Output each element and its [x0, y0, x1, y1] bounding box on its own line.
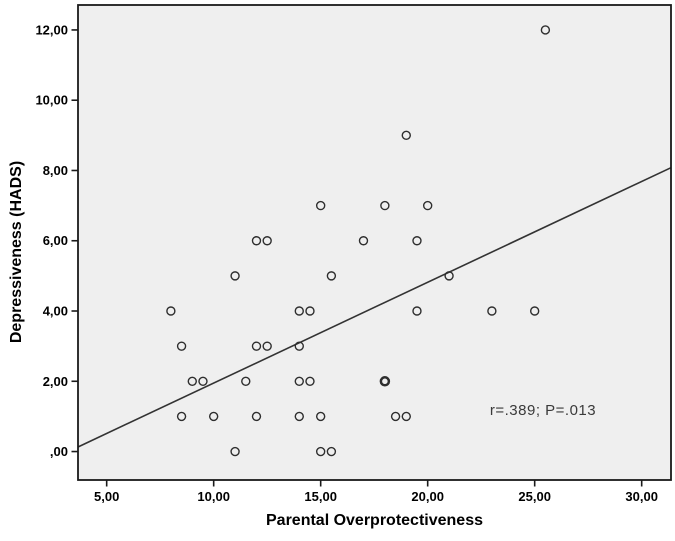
data-point: [315, 411, 326, 422]
data-point: [251, 411, 262, 422]
data-point: [198, 376, 208, 386]
data-point: [444, 271, 454, 281]
data-point: [305, 376, 315, 386]
data-point: [487, 306, 497, 316]
data-point: [412, 306, 422, 316]
data-point: [401, 130, 411, 141]
y-tick-label: 8,00: [43, 163, 68, 178]
data-point: [315, 200, 326, 211]
y-tick-label: 12,00: [35, 22, 68, 37]
y-tick-label: 2,00: [43, 374, 68, 389]
data-point: [358, 236, 369, 246]
data-point: [294, 306, 304, 316]
data-point: [294, 376, 304, 386]
data-point: [326, 446, 337, 457]
data-point: [187, 376, 197, 386]
x-tick-label: 15,00: [304, 489, 337, 504]
data-point: [540, 25, 551, 35]
data-point: [241, 376, 251, 386]
x-tick-label: 25,00: [518, 489, 551, 504]
x-tick-label: 20,00: [411, 489, 444, 504]
y-tick-label: ,00: [50, 444, 68, 459]
data-point: [176, 341, 187, 351]
data-point: [422, 200, 433, 211]
plot-frame: [77, 4, 672, 481]
y-tick-label: 6,00: [43, 233, 68, 248]
data-point: [230, 271, 240, 281]
y-tick-label: 10,00: [35, 93, 68, 108]
x-axis-title: Parental Overprotectiveness: [266, 512, 483, 529]
data-point: [305, 306, 315, 316]
x-tick-label: 5,00: [94, 489, 119, 504]
correlation-annotation: r=.389; P=.013: [489, 402, 597, 419]
data-point: [230, 446, 240, 457]
data-point: [166, 306, 176, 316]
y-axis-title: Depressiveness (HADS): [8, 160, 25, 344]
data-point: [315, 446, 326, 457]
x-tick-label: 10,00: [197, 489, 230, 504]
data-point: [176, 411, 187, 422]
data-point: [294, 341, 304, 351]
data-point: [379, 376, 391, 387]
data-point: [262, 341, 272, 351]
data-point: [294, 411, 304, 422]
data-point: [251, 341, 262, 351]
data-point: [529, 306, 540, 316]
data-point: [412, 236, 422, 246]
data-point: [262, 236, 272, 246]
data-point: [380, 200, 390, 211]
data-point: [251, 236, 262, 246]
fit-line: [77, 166, 672, 448]
x-tick-label: 30,00: [625, 489, 658, 504]
data-point: [326, 271, 337, 281]
y-tick-label: 4,00: [43, 304, 68, 319]
data-point: [208, 411, 219, 422]
data-point: [390, 411, 401, 422]
data-point: [401, 411, 411, 422]
